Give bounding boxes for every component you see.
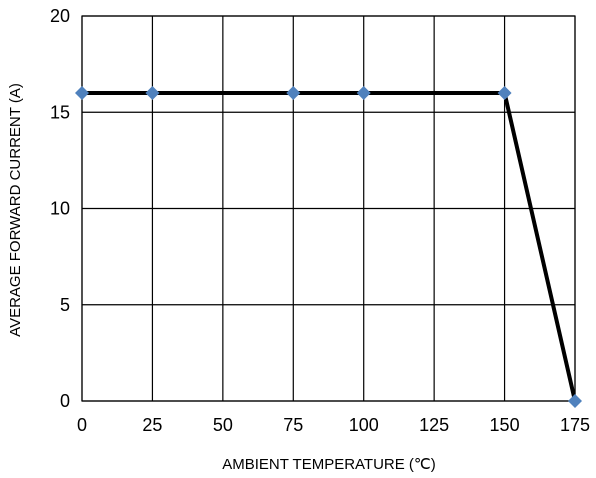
x-tick-labels: 0 25 50 75 100 125 150 175 [77,415,590,435]
grid [81,15,576,402]
x-axis-label: AMBIENT TEMPERATURE (℃) [222,456,436,473]
y-tick-label-0: 0 [60,391,70,411]
x-tick-label-4: 100 [349,415,379,435]
y-tick-label-3: 15 [50,102,70,122]
plot-frame [81,15,576,402]
x-tick-label-7: 175 [560,415,590,435]
y-tick-label-1: 5 [60,295,70,315]
y-axis-label: AVERAGE FORWARD CURRENT (A) [7,83,24,337]
x-tick-label-6: 150 [490,415,520,435]
data-point-4 [497,86,512,100]
data-point-0 [75,86,89,100]
data-point-2 [286,86,301,100]
data-point-5 [568,394,582,408]
data-point-3 [356,86,371,100]
series-markers [75,86,582,408]
y-tick-label-2: 10 [50,199,70,219]
data-point-1 [145,86,160,100]
x-tick-label-1: 25 [142,415,162,435]
x-tick-label-2: 50 [213,415,233,435]
x-tick-label-0: 0 [77,415,87,435]
series-line [82,91,577,402]
series-polyline [82,91,577,402]
x-tick-label-3: 75 [283,415,303,435]
y-tick-label-4: 20 [50,6,70,26]
y-tick-labels: 0 5 10 15 20 [50,6,70,411]
x-tick-label-5: 125 [419,415,449,435]
